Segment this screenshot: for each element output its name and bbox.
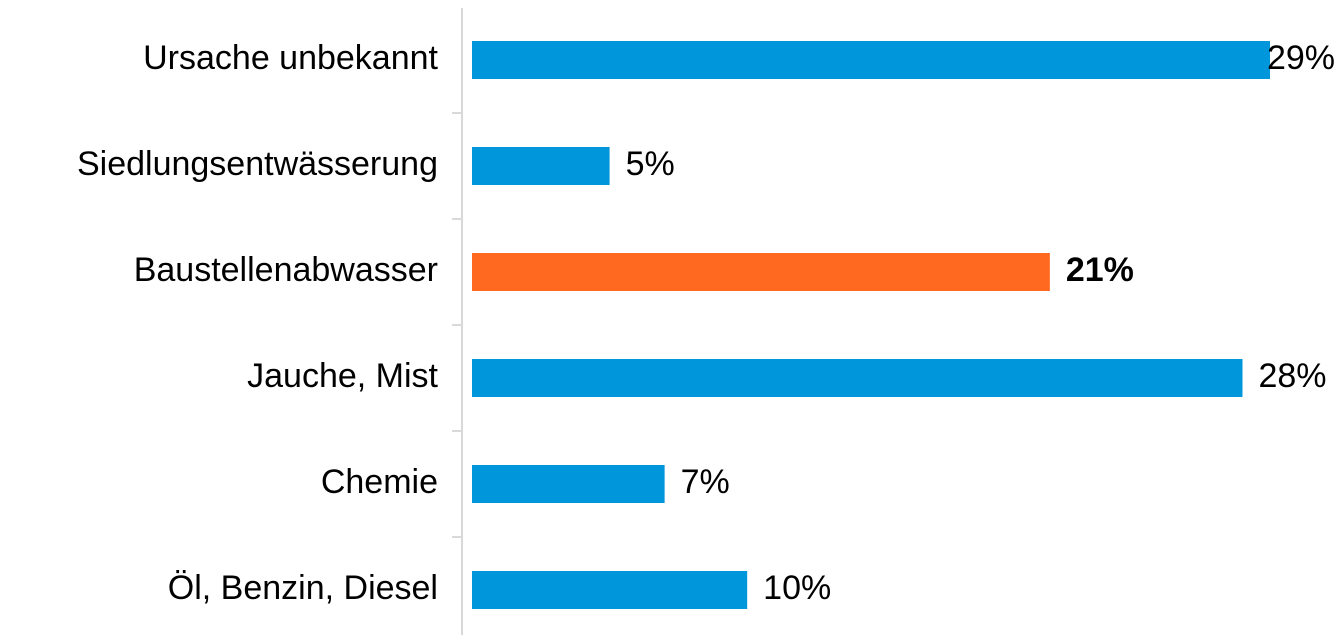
- value-label: 5%: [626, 145, 675, 183]
- category-label: Baustellenabwasser: [134, 251, 438, 289]
- value-label: 10%: [763, 569, 831, 607]
- category-label: Jauche, Mist: [247, 357, 438, 395]
- category-label: Ursache unbekannt: [143, 39, 438, 77]
- bar: [472, 465, 665, 503]
- value-label: 21%: [1066, 251, 1134, 289]
- bar: [472, 147, 610, 185]
- category-label: Chemie: [321, 463, 438, 501]
- category-label: Siedlungsentwässerung: [77, 145, 438, 183]
- value-label: 29%: [1267, 39, 1335, 77]
- bar: [472, 571, 748, 609]
- value-label: 7%: [681, 463, 730, 501]
- bar: [472, 41, 1270, 79]
- bar: [472, 253, 1050, 291]
- value-label: 28%: [1258, 357, 1326, 395]
- category-label: Öl, Benzin, Diesel: [168, 569, 438, 607]
- bar: [472, 359, 1243, 397]
